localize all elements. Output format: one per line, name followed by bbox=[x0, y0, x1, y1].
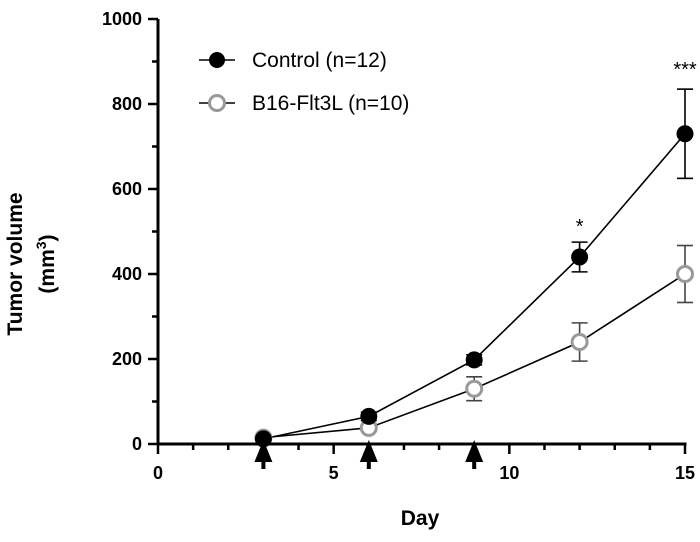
y-tick-label: 1000 bbox=[102, 9, 142, 29]
tick-marks: 0 200 400 600 800 1000 0 5 10 15 bbox=[102, 9, 695, 483]
axes bbox=[156, 19, 687, 446]
data-point-control bbox=[676, 125, 694, 143]
treatment-arrow-head bbox=[254, 440, 273, 462]
legend-marker bbox=[208, 94, 226, 112]
y-tick-label: 200 bbox=[112, 349, 142, 369]
significance-annotations: **** bbox=[576, 59, 697, 238]
treatment-arrows bbox=[254, 440, 484, 469]
y-axis-title: Tumor volume bbox=[4, 192, 27, 335]
legend-marker bbox=[209, 52, 225, 68]
x-tick-label: 15 bbox=[675, 463, 695, 483]
data-point-b16-flt3l bbox=[676, 265, 694, 283]
x-axis-title: Day bbox=[401, 507, 440, 530]
x-tick-label: 0 bbox=[153, 463, 163, 483]
y-tick-label: 800 bbox=[112, 94, 142, 114]
significance-label: *** bbox=[673, 59, 697, 81]
legend-label: B16-Flt3L (n=10) bbox=[252, 92, 409, 115]
treatment-arrow-shaft bbox=[472, 458, 477, 469]
legend-label: Control (n=12) bbox=[252, 49, 387, 72]
data-point-b16-flt3l bbox=[570, 333, 589, 351]
treatment-arrow-head bbox=[465, 440, 484, 462]
data-point-control bbox=[360, 407, 378, 425]
treatment-arrow-shaft bbox=[261, 458, 266, 469]
legend: Control (n=12) B16-Flt3L (n=10) bbox=[199, 49, 409, 115]
data-point-control bbox=[571, 248, 589, 266]
treatment-arrow-shaft bbox=[366, 458, 371, 469]
x-tick-label: 10 bbox=[499, 463, 519, 483]
y-tick-label: 0 bbox=[132, 434, 142, 454]
data-markers bbox=[254, 88, 694, 448]
x-tick-label: 5 bbox=[329, 463, 339, 483]
data-point-control bbox=[465, 351, 483, 369]
treatment-arrow-head bbox=[359, 440, 378, 462]
y-tick-label: 400 bbox=[112, 264, 142, 284]
y-axis-unit: (mm3) bbox=[33, 234, 59, 293]
data-point-b16-flt3l bbox=[465, 379, 484, 398]
y-tick-label: 600 bbox=[112, 179, 142, 199]
significance-label: * bbox=[576, 216, 584, 238]
